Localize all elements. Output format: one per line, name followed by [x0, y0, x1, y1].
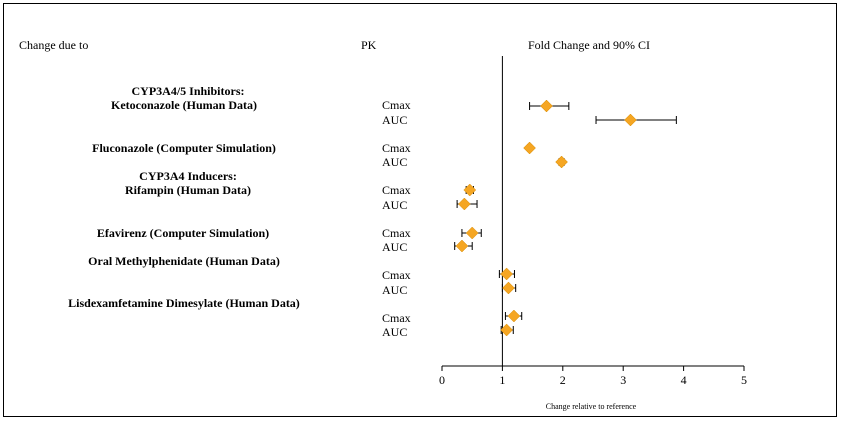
group-label-efavirenz: Efavirenz (Computer Simulation): [96, 226, 270, 240]
estimate-diamond: [463, 183, 477, 197]
pk-label-auc: AUC: [382, 283, 408, 297]
header-pk: PK: [361, 38, 377, 52]
x-tick-label: 0: [439, 373, 445, 387]
pk-label-auc: AUC: [382, 113, 408, 127]
pk-label-auc: AUC: [382, 155, 408, 169]
estimate-diamond: [455, 239, 469, 253]
pk-label-auc: AUC: [382, 198, 408, 212]
header-fold-change: Fold Change and 90% CI: [528, 38, 650, 52]
pk-label-cmax: Cmax: [382, 226, 411, 240]
estimate-diamond: [555, 155, 568, 169]
pk-label-auc: AUC: [382, 240, 408, 254]
x-tick-label: 3: [620, 373, 626, 387]
estimate-diamond: [502, 281, 515, 295]
estimate-diamond: [507, 309, 521, 323]
group-label-rifampin-line2: Rifampin (Human Data): [124, 183, 251, 197]
group-label-ketoconazole-line2: Ketoconazole (Human Data): [111, 98, 257, 112]
figure-frame: [3, 3, 837, 417]
estimate-diamond: [624, 113, 637, 127]
pk-label-cmax: Cmax: [382, 311, 411, 325]
estimate-diamond: [500, 323, 513, 337]
x-tick-label: 5: [741, 373, 747, 387]
estimate-diamond: [523, 141, 536, 155]
group-label-methylphenidate: Oral Methylphenidate (Human Data): [88, 254, 280, 268]
pk-label-cmax: Cmax: [382, 183, 411, 197]
pk-label-cmax: Cmax: [382, 98, 411, 112]
x-tick-label: 4: [681, 373, 687, 387]
estimate-diamond: [457, 197, 471, 211]
group-label-ketoconazole-line1: CYP3A4/5 Inhibitors:: [131, 84, 245, 98]
group-label-fluconazole: Fluconazole (Computer Simulation): [92, 141, 276, 155]
estimate-diamond: [500, 267, 513, 281]
x-tick-label: 1: [499, 373, 505, 387]
group-label-rifampin-line1: CYP3A4 Inducers:: [139, 169, 237, 183]
x-tick-label: 2: [560, 373, 566, 387]
pk-label-auc: AUC: [382, 325, 408, 339]
pk-label-cmax: Cmax: [382, 141, 411, 155]
header-change-due-to: Change due to: [19, 38, 89, 52]
estimate-diamond: [465, 226, 479, 240]
x-axis-label: Change relative to reference: [546, 402, 637, 411]
estimate-diamond: [540, 99, 553, 113]
pk-label-cmax: Cmax: [382, 268, 411, 282]
group-label-lisdexamfetamine: Lisdexamfetamine Dimesylate (Human Data): [68, 296, 300, 310]
